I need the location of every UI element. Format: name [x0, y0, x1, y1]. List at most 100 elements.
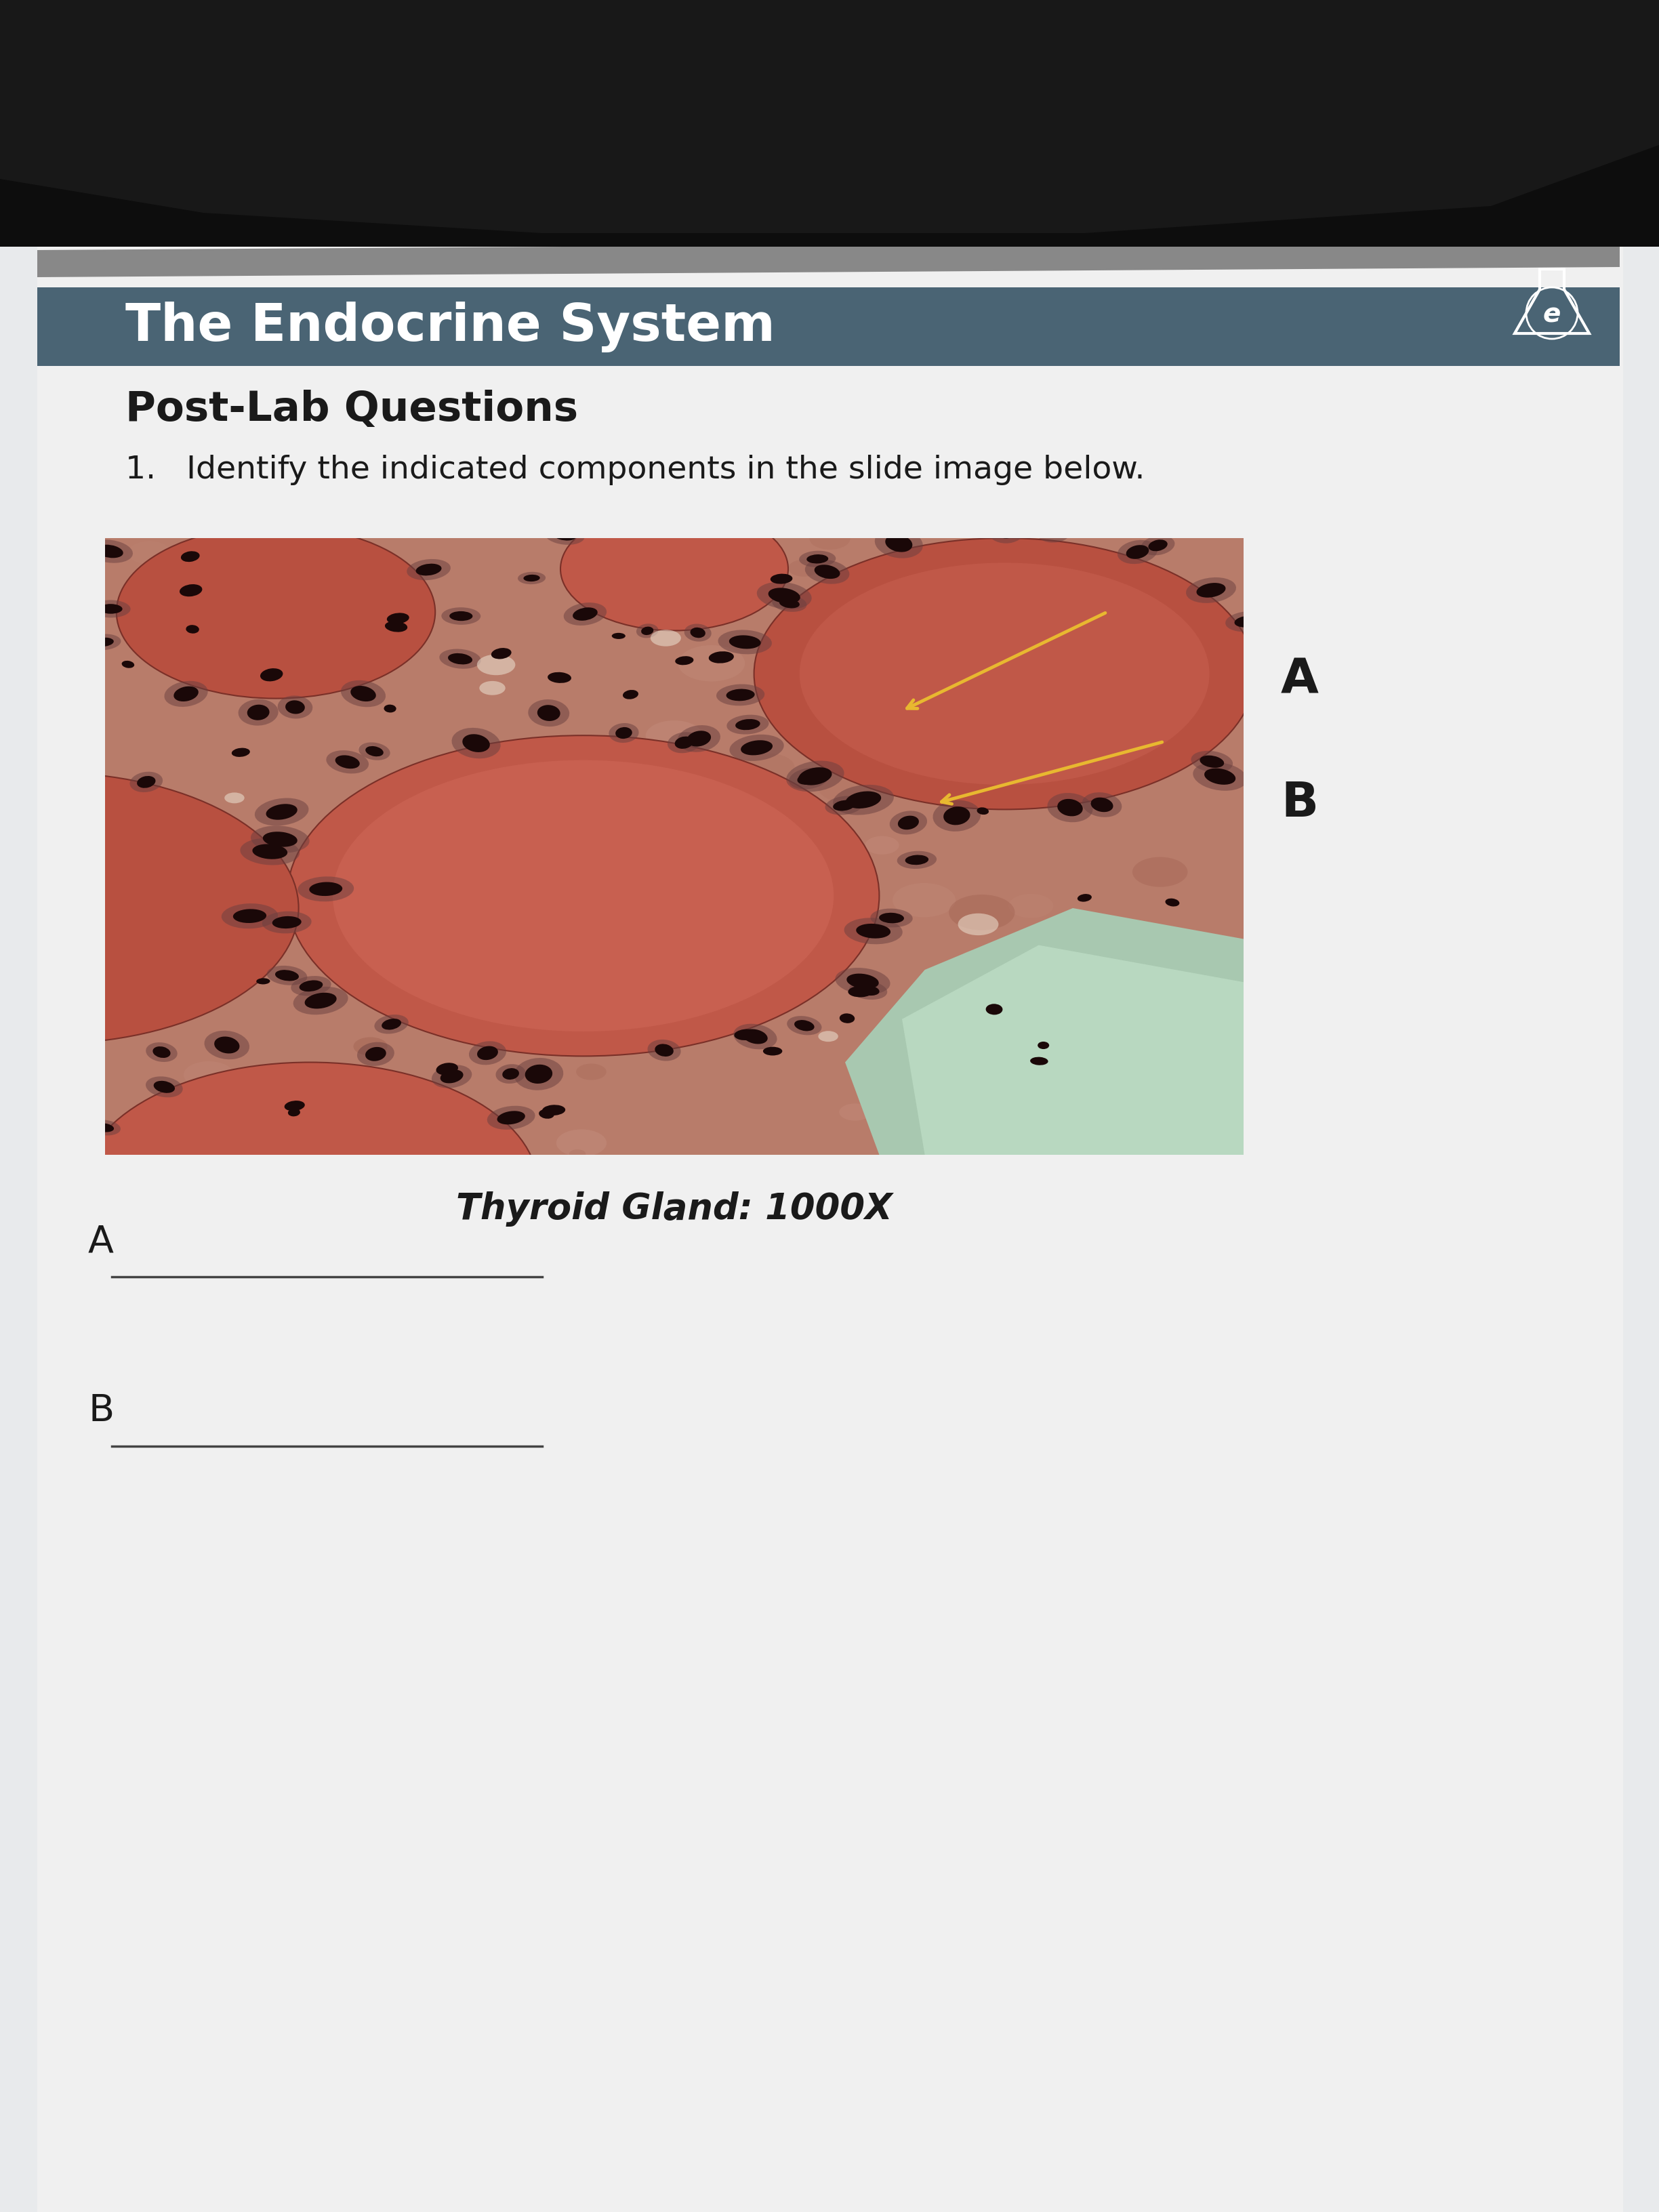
Circle shape	[818, 1031, 838, 1042]
Circle shape	[906, 745, 926, 754]
Ellipse shape	[1193, 763, 1248, 790]
Ellipse shape	[1271, 686, 1302, 699]
Circle shape	[1133, 856, 1188, 887]
Ellipse shape	[805, 560, 849, 584]
Ellipse shape	[538, 706, 561, 721]
Ellipse shape	[474, 739, 489, 745]
Ellipse shape	[825, 796, 863, 814]
Ellipse shape	[478, 1046, 498, 1060]
Circle shape	[864, 690, 904, 710]
Ellipse shape	[265, 803, 297, 821]
Circle shape	[957, 914, 999, 936]
Circle shape	[479, 681, 506, 695]
Ellipse shape	[677, 726, 720, 752]
Ellipse shape	[255, 799, 309, 825]
Ellipse shape	[985, 1004, 1002, 1015]
Text: A: A	[1281, 657, 1319, 703]
Ellipse shape	[299, 980, 324, 991]
Ellipse shape	[1030, 1057, 1048, 1066]
Circle shape	[392, 980, 438, 1004]
Ellipse shape	[91, 599, 131, 617]
Ellipse shape	[833, 785, 894, 814]
Circle shape	[1019, 1124, 1030, 1130]
Ellipse shape	[1118, 540, 1158, 564]
Ellipse shape	[1191, 750, 1233, 772]
Ellipse shape	[898, 852, 937, 869]
Ellipse shape	[28, 750, 75, 781]
Circle shape	[556, 1130, 607, 1157]
Circle shape	[810, 526, 851, 549]
Circle shape	[0, 772, 299, 1044]
Ellipse shape	[815, 564, 839, 580]
Ellipse shape	[357, 1042, 395, 1066]
Circle shape	[743, 754, 795, 781]
Ellipse shape	[879, 914, 904, 922]
Ellipse shape	[450, 611, 473, 622]
Circle shape	[211, 1108, 264, 1137]
Ellipse shape	[1234, 615, 1261, 628]
Ellipse shape	[260, 668, 284, 681]
Circle shape	[591, 734, 639, 761]
Text: A: A	[88, 1223, 114, 1261]
Ellipse shape	[451, 728, 501, 759]
Ellipse shape	[154, 1082, 174, 1093]
Circle shape	[83, 1062, 538, 1310]
Ellipse shape	[174, 686, 199, 701]
Ellipse shape	[387, 613, 410, 624]
Ellipse shape	[358, 743, 390, 761]
Ellipse shape	[297, 876, 353, 902]
Ellipse shape	[38, 754, 65, 774]
Circle shape	[679, 646, 745, 681]
Ellipse shape	[733, 1024, 776, 1048]
Circle shape	[569, 1150, 586, 1159]
Ellipse shape	[382, 1018, 401, 1031]
Ellipse shape	[622, 690, 639, 699]
Circle shape	[1105, 1022, 1133, 1037]
Ellipse shape	[284, 1102, 305, 1110]
Ellipse shape	[785, 524, 803, 533]
Ellipse shape	[262, 832, 297, 847]
Ellipse shape	[241, 838, 300, 865]
Ellipse shape	[655, 1044, 674, 1057]
Ellipse shape	[609, 723, 639, 743]
Circle shape	[347, 560, 405, 591]
Circle shape	[289, 575, 348, 608]
Bar	[36, 288, 1619, 365]
Ellipse shape	[252, 845, 287, 858]
Ellipse shape	[383, 706, 397, 712]
Circle shape	[800, 562, 1209, 785]
Circle shape	[1010, 573, 1024, 580]
Ellipse shape	[440, 648, 481, 668]
Ellipse shape	[833, 801, 854, 812]
Circle shape	[949, 894, 1015, 931]
Ellipse shape	[290, 975, 332, 995]
Circle shape	[211, 650, 251, 672]
Ellipse shape	[262, 911, 312, 933]
Polygon shape	[36, 239, 1619, 276]
Ellipse shape	[133, 515, 168, 535]
Ellipse shape	[572, 608, 597, 622]
Ellipse shape	[1090, 799, 1113, 812]
Polygon shape	[844, 909, 1244, 1155]
Ellipse shape	[727, 714, 768, 734]
Circle shape	[270, 650, 335, 686]
Ellipse shape	[498, 1110, 526, 1124]
Ellipse shape	[728, 635, 761, 648]
Ellipse shape	[871, 909, 912, 927]
Ellipse shape	[146, 1077, 182, 1097]
Ellipse shape	[436, 1062, 458, 1075]
Ellipse shape	[1057, 799, 1083, 816]
Circle shape	[1032, 1079, 1080, 1106]
Ellipse shape	[285, 701, 305, 714]
Ellipse shape	[564, 602, 607, 626]
Circle shape	[174, 664, 211, 684]
Text: 1.   Identify the indicated components in the slide image below.: 1. Identify the indicated components in …	[126, 456, 1145, 487]
Circle shape	[687, 945, 742, 973]
Ellipse shape	[806, 555, 828, 564]
Ellipse shape	[365, 1046, 387, 1062]
Ellipse shape	[138, 776, 156, 787]
Circle shape	[1173, 697, 1186, 703]
Ellipse shape	[1186, 577, 1236, 604]
Ellipse shape	[514, 1057, 564, 1091]
Ellipse shape	[735, 1029, 758, 1040]
